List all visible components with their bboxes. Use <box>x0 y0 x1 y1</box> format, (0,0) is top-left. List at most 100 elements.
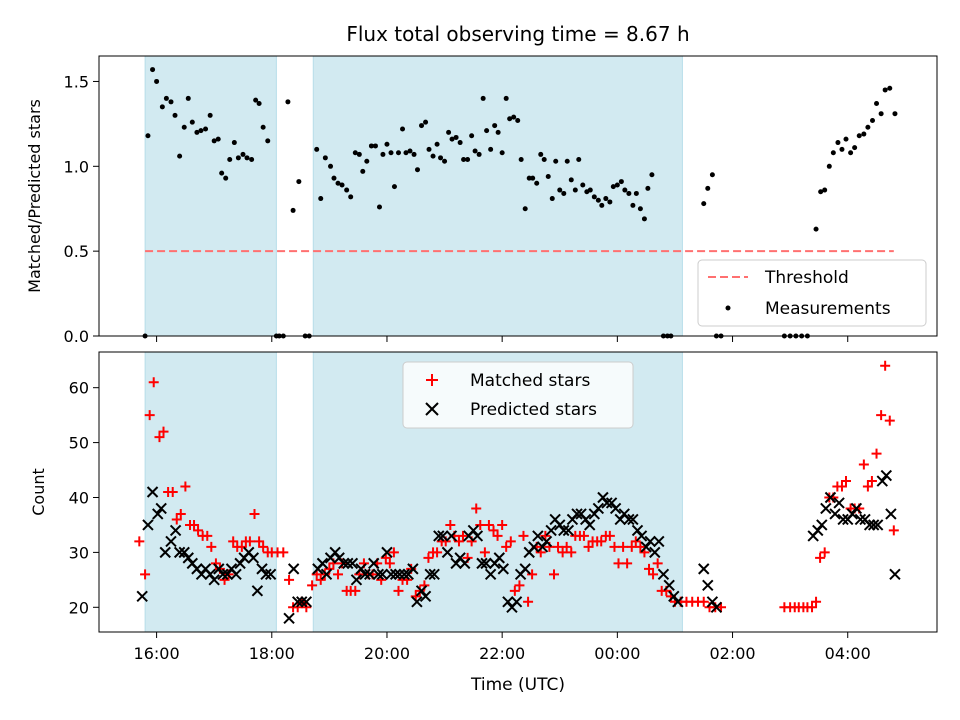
matched-star-point <box>154 432 165 443</box>
predicted-star-point <box>476 557 488 570</box>
predicted-star-point <box>614 513 626 526</box>
predicted-star-point <box>519 563 531 575</box>
predicted-star-point <box>467 524 480 537</box>
matched-star-point <box>333 569 344 580</box>
x-tick-label: 20:00 <box>364 644 410 663</box>
measurement-point <box>163 95 169 101</box>
predicted-star-point <box>672 596 684 608</box>
matched-star-point <box>862 481 873 492</box>
measurement-point <box>198 128 204 134</box>
matched-star-point <box>505 536 516 547</box>
measurement-point <box>534 180 540 186</box>
measurement-point <box>522 206 528 212</box>
matched-star-point <box>514 580 525 591</box>
measurement-point <box>400 126 406 132</box>
measurement-point <box>318 196 324 202</box>
measurement-point <box>314 146 320 152</box>
predicted-star-point <box>159 546 171 559</box>
predicted-star-point <box>850 502 863 515</box>
measurement-point <box>561 190 567 196</box>
measurement-point <box>882 87 888 93</box>
measurement-point <box>633 190 639 196</box>
measurement-point <box>614 182 620 188</box>
matched-star-point <box>140 569 151 580</box>
measurement-point <box>637 206 643 212</box>
matched-star-point <box>445 519 456 530</box>
predicted-star-point <box>502 596 514 608</box>
predicted-star-point <box>136 590 148 603</box>
measurement-point <box>580 182 586 188</box>
predicted-star-point <box>597 491 609 504</box>
matched-star-point <box>134 536 145 547</box>
measurement-point <box>545 173 551 179</box>
predicted-star-point <box>579 513 592 526</box>
measurement-point <box>630 202 636 208</box>
predicted-star-point <box>441 546 454 559</box>
measurement-point <box>499 150 505 156</box>
measurement-point <box>322 155 328 161</box>
matched-star-point <box>626 541 637 552</box>
matched-star-point <box>423 552 434 563</box>
matched-star-point <box>866 476 877 487</box>
measurement-point <box>892 111 898 117</box>
measurement-point <box>194 129 200 135</box>
legend-measurements-marker <box>725 305 731 311</box>
measurement-point <box>701 201 707 207</box>
predicted-star-point <box>152 508 164 520</box>
predicted-star-point <box>459 557 471 570</box>
measurement-point <box>641 216 647 222</box>
bottom-x-ticks: 16:00 18:00 20:00 22:00 00:00 02:00 04:00 <box>134 632 871 663</box>
matched-star-point <box>315 574 326 585</box>
predicted-star-point <box>433 530 445 542</box>
measurement-point <box>492 123 498 129</box>
measurement-point <box>335 180 341 186</box>
top-shaded-interval-0 <box>144 55 277 337</box>
predicted-star-point <box>640 541 652 553</box>
matched-star-point <box>475 519 486 530</box>
predicted-star-point <box>536 541 549 553</box>
measurement-point <box>391 184 397 190</box>
measurement-point <box>189 119 195 125</box>
predicted-star-point <box>142 519 154 531</box>
predicted-star-point <box>663 579 675 592</box>
matched-star-point <box>307 580 318 591</box>
matched-star-point <box>604 530 615 541</box>
matched-star-point <box>144 410 155 421</box>
measurement-point <box>465 157 471 163</box>
predicted-star-point <box>605 497 618 509</box>
predicted-star-point <box>376 568 389 581</box>
predicted-star-point <box>657 568 670 581</box>
bottom-legend: Matched stars Predicted stars <box>402 361 634 429</box>
measurement-point <box>376 204 382 210</box>
matched-star-point <box>527 569 538 580</box>
predicted-star-point <box>876 475 888 487</box>
measurement-point <box>348 194 354 200</box>
matched-star-point <box>202 530 213 541</box>
measurement-point <box>352 150 358 156</box>
matched-star-point <box>171 514 182 525</box>
measurement-point <box>818 189 824 195</box>
predicted-star-point <box>165 535 177 548</box>
predicted-star-point <box>545 524 557 537</box>
predicted-star-point <box>846 508 859 520</box>
measurement-point <box>813 226 819 232</box>
predicted-star-point <box>583 519 596 531</box>
matched-star-point <box>888 525 899 536</box>
measurement-point <box>839 146 845 152</box>
predicted-star-point <box>571 508 583 520</box>
matched-star-point <box>258 541 269 552</box>
measurement-point <box>835 140 841 146</box>
predicted-star-point <box>885 508 897 520</box>
top-axes: 0.0 0.5 1.0 1.5 Matched/Predicted stars Thr… <box>25 55 938 346</box>
measurement-point <box>339 182 345 188</box>
measurement-point <box>878 111 884 117</box>
predicted-star-point <box>871 519 884 531</box>
predicted-star-point <box>706 596 719 608</box>
predicted-star-point <box>820 502 832 515</box>
predicted-star-point <box>230 568 242 581</box>
measurement-point <box>384 141 390 147</box>
predicted-star-point <box>702 579 714 592</box>
predicted-star-point <box>428 568 440 581</box>
matched-star-point <box>652 558 663 569</box>
x-axis-label: Time (UTC) <box>470 675 565 695</box>
